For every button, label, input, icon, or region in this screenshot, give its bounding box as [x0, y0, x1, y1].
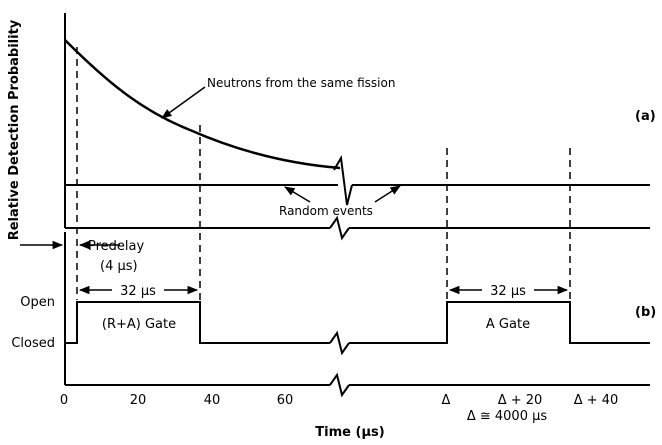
x-axis-title: Time (μs)	[315, 425, 384, 440]
axis-break-mark-a-lower	[329, 215, 350, 241]
x-tick-label: 20	[130, 393, 147, 408]
panel-b-tag: (b)	[635, 305, 656, 320]
random-arrow-left	[284, 186, 311, 203]
delta-note: Δ ≅ 4000 μs	[467, 409, 548, 424]
decay-annotation-arrow	[161, 86, 206, 119]
predelay-label: Predelay	[88, 239, 144, 254]
panel-a-tag: (a)	[635, 109, 656, 124]
decay-annotation: Neutrons from the same fission	[207, 76, 395, 90]
y-axis-title: Relative Detection Probability	[7, 19, 22, 240]
gate-signal-left	[65, 301, 330, 344]
ra-gate-label: (R+A) Gate	[102, 317, 176, 332]
gate-width-label-2: 32 μs	[490, 284, 526, 299]
gate-width-label-1: 32 μs	[120, 284, 156, 299]
x-tick-label: Δ	[442, 393, 451, 408]
x-tick-label: Δ + 40	[574, 393, 619, 408]
x-tick-label: 40	[204, 393, 221, 408]
a-gate-label: A Gate	[486, 317, 530, 332]
x-tick-label: 0	[60, 393, 68, 408]
open-state-label: Open	[20, 295, 55, 310]
axis-break-mark-x	[329, 372, 350, 398]
predelay-value: (4 μs)	[100, 259, 138, 274]
x-tick-label: Δ + 20	[498, 393, 543, 408]
x-tick-label: 60	[277, 393, 294, 408]
gate-signal-right	[349, 301, 650, 344]
axis-break-mark-upper	[333, 154, 353, 206]
random-arrow-right	[374, 185, 401, 203]
decay-curve	[64, 39, 341, 170]
closed-state-label: Closed	[11, 336, 55, 351]
axis-break-mark-gate	[329, 330, 350, 356]
random-events-annotation: Random events	[279, 204, 373, 218]
